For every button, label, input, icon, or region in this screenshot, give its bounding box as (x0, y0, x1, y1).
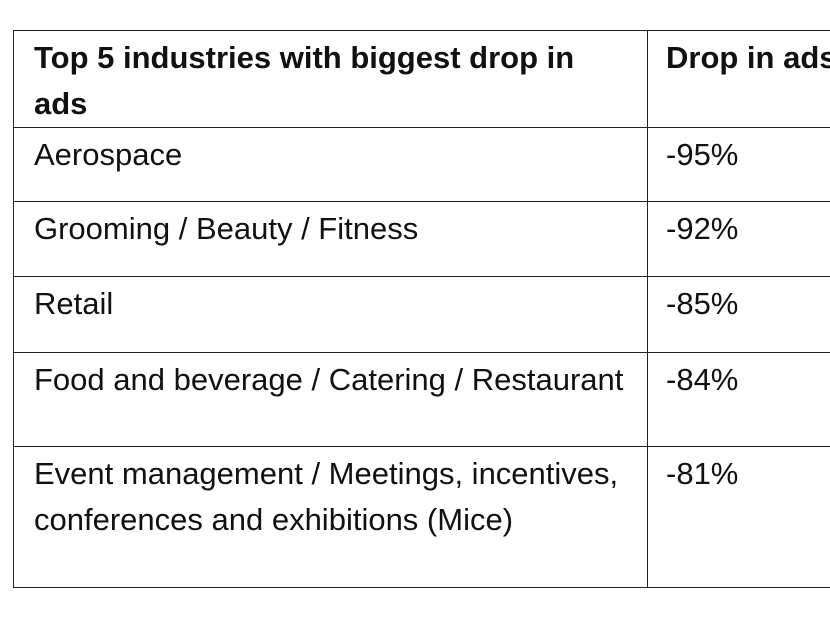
drop-cell: -85% (647, 276, 830, 353)
industry-cell: Event management / Meetings, incentives,… (13, 446, 648, 588)
table-row: Retail -85% (13, 276, 830, 353)
table-row: Aerospace -95% (13, 127, 830, 202)
drop-cell: -92% (647, 201, 830, 277)
header-row: Top 5 industries with biggest drop in ad… (13, 30, 830, 128)
drop-cell: -84% (647, 352, 830, 447)
table-body: Aerospace -95% Grooming / Beauty / Fitness… (13, 127, 830, 588)
table-row: Grooming / Beauty / Fitness -92% (13, 201, 830, 277)
drop-cell: -95% (647, 127, 830, 202)
industry-cell: Grooming / Beauty / Fitness (13, 201, 648, 277)
table-row: Food and beverage / Catering / Restauran… (13, 352, 830, 447)
drop-cell: -81% (647, 446, 830, 588)
header-cell: Top 5 industries with biggest drop in ad… (13, 30, 648, 128)
industry-cell: Food and beverage / Catering / Restauran… (13, 352, 648, 447)
industry-table: Top 5 industries with biggest drop in ad… (13, 30, 830, 588)
industry-cell: Retail (13, 276, 648, 353)
header-cell: Drop in ads (647, 30, 830, 128)
industry-cell: Aerospace (13, 127, 648, 202)
table-row: Event management / Meetings, incentives,… (13, 446, 830, 588)
